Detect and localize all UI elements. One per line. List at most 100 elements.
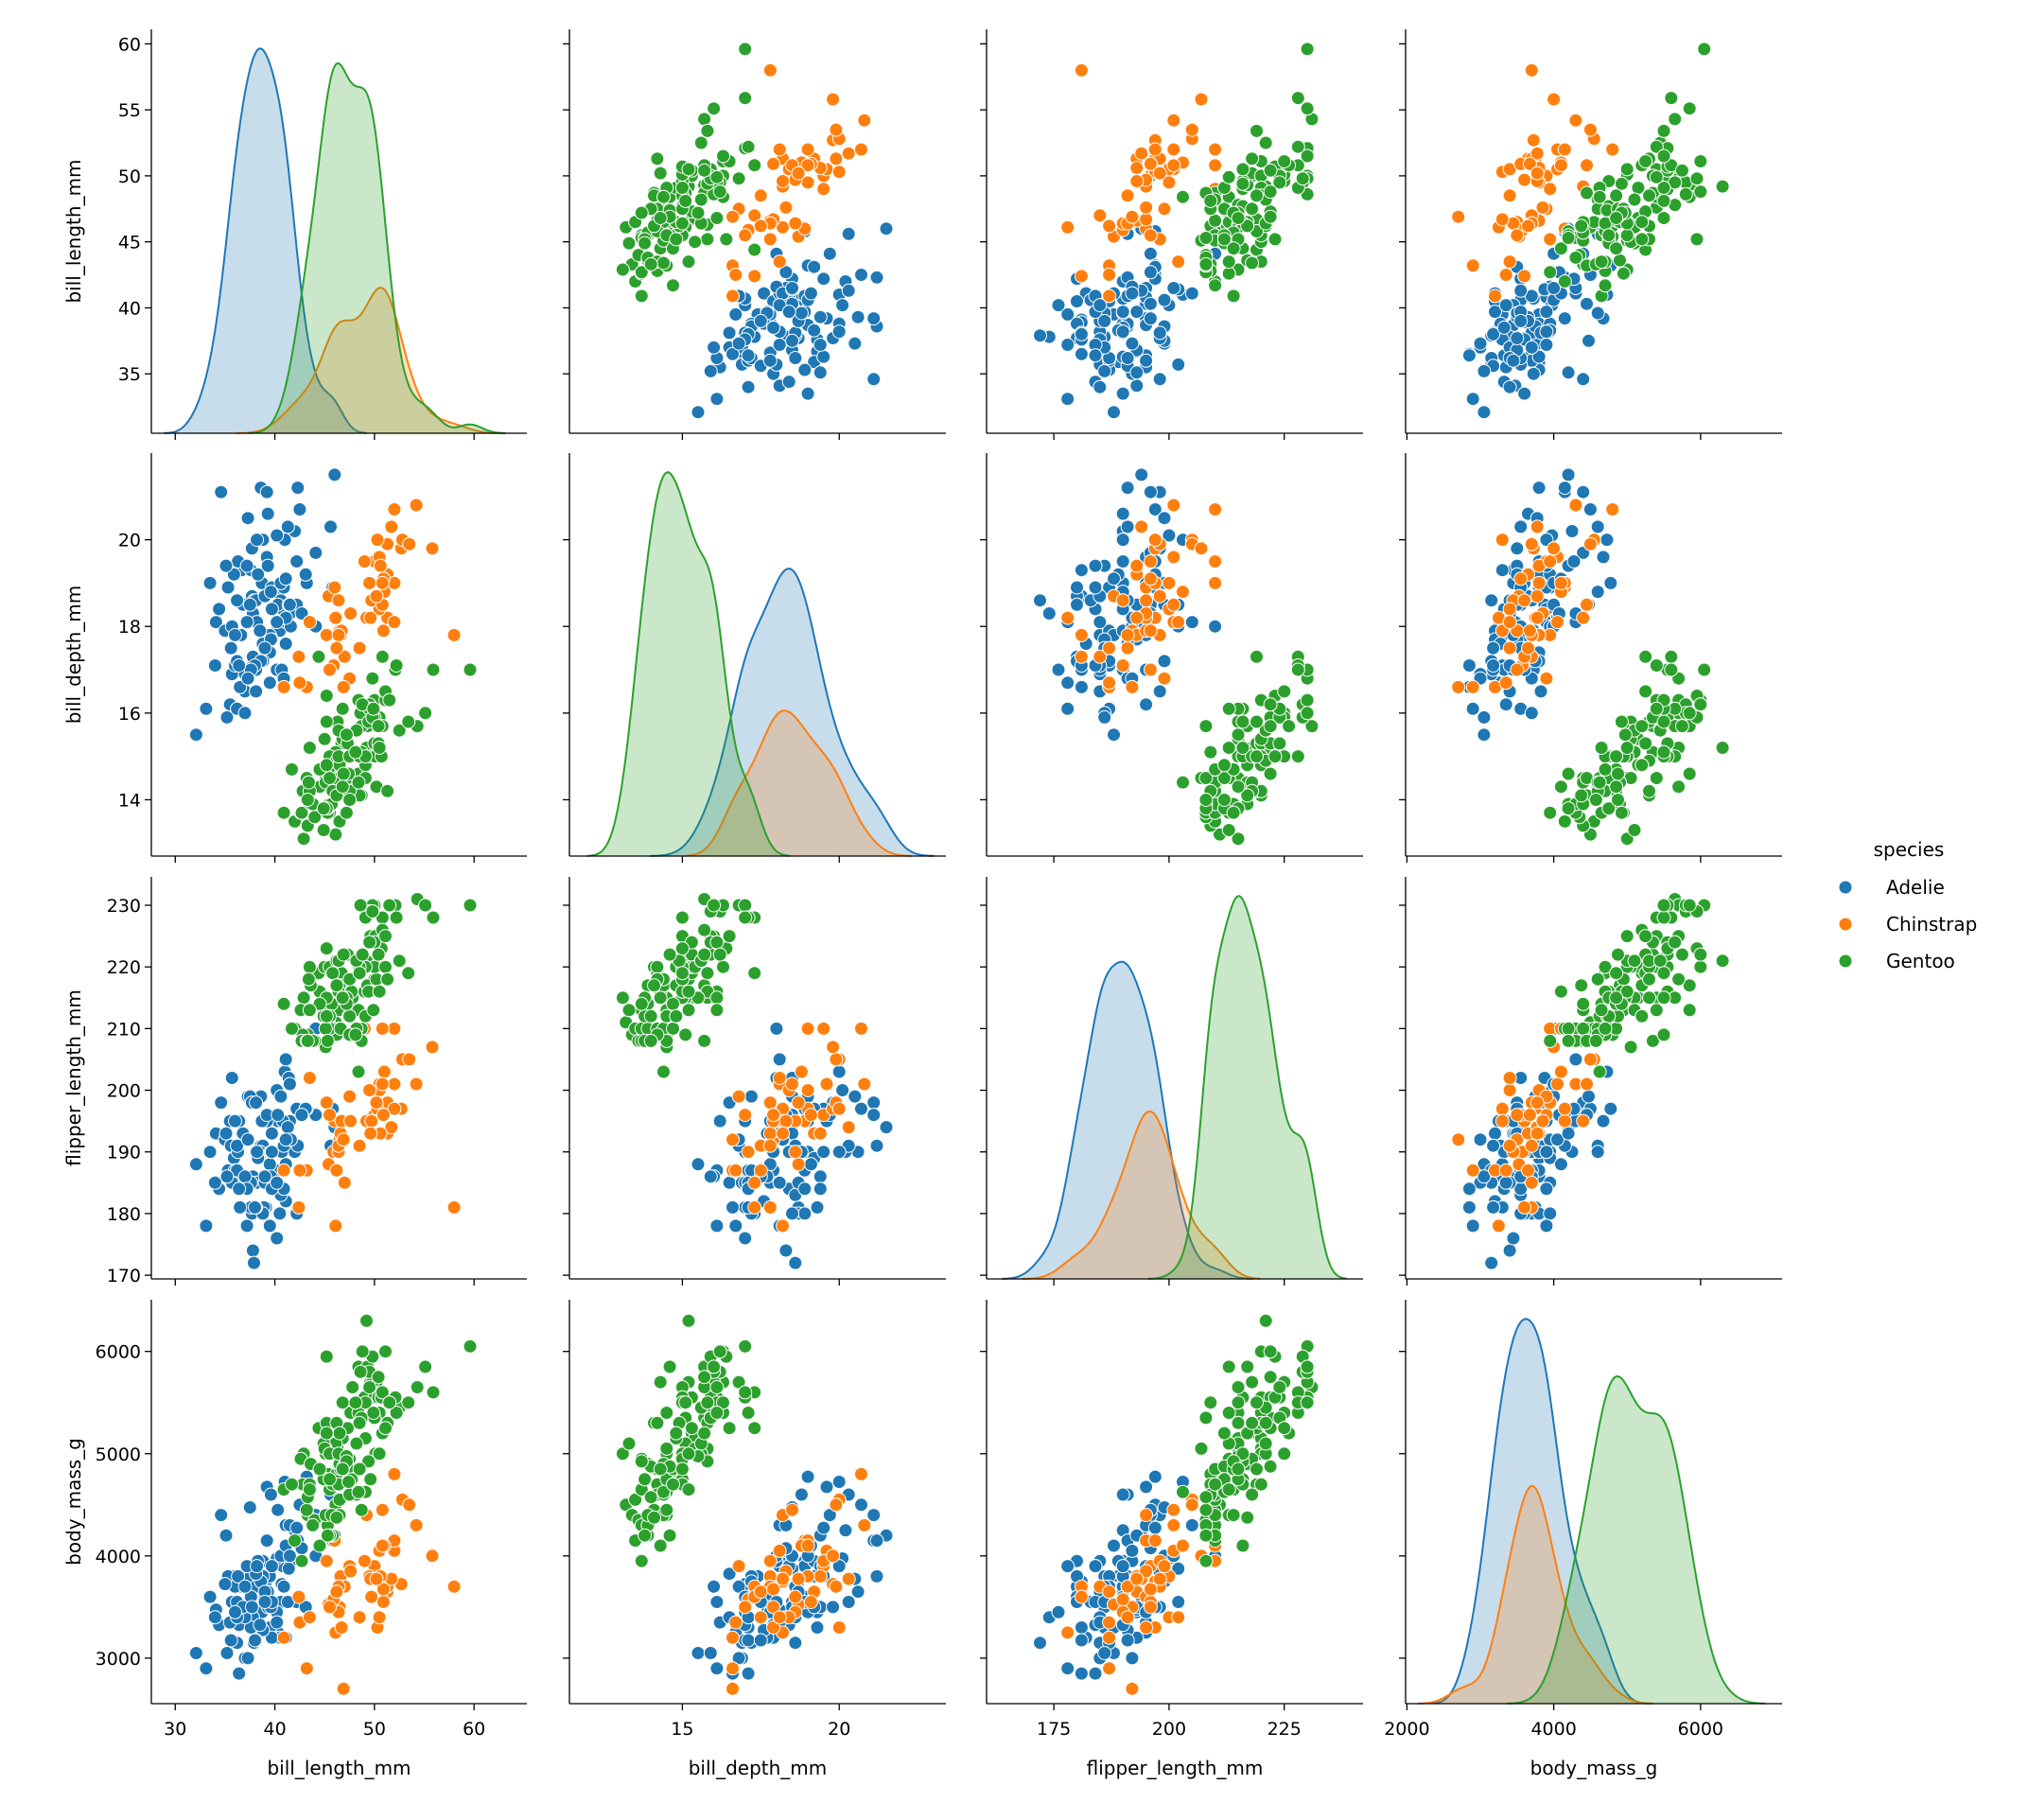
point-chinstrap <box>375 1538 390 1553</box>
point-gentoo <box>1250 649 1264 664</box>
point-adelie <box>260 506 275 521</box>
point-gentoo <box>1715 179 1730 194</box>
point-adelie <box>1120 481 1135 496</box>
point-gentoo <box>316 801 331 816</box>
point-chinstrap <box>726 1681 740 1696</box>
point-chinstrap <box>425 1040 440 1055</box>
point-gentoo <box>1198 231 1214 245</box>
point-adelie <box>810 1199 825 1215</box>
point-adelie <box>1115 305 1130 320</box>
x-tick-label: 40 <box>263 1719 286 1740</box>
point-adelie <box>1093 615 1108 630</box>
point-chinstrap <box>387 1466 402 1481</box>
point-adelie <box>1465 1218 1480 1234</box>
kde-fill-adelie <box>1002 961 1253 1279</box>
panel-body_mass_g-vs-bill_depth_mm: 15 20 <box>563 1300 946 1740</box>
point-chinstrap <box>762 232 778 247</box>
point-adelie <box>219 1169 235 1184</box>
point-gentoo <box>353 898 368 913</box>
point-chinstrap <box>343 1564 358 1579</box>
kde-line-chinstrap <box>1417 1484 1653 1705</box>
y-tick-label: 180 <box>107 1204 141 1225</box>
point-gentoo <box>1645 1033 1660 1048</box>
point-adelie <box>233 1199 248 1215</box>
point-adelie <box>1147 1520 1163 1535</box>
point-adelie <box>1060 306 1075 322</box>
point-adelie <box>1060 1559 1075 1574</box>
point-chinstrap <box>328 610 343 625</box>
point-gentoo <box>1609 211 1624 225</box>
point-adelie <box>1582 1089 1596 1104</box>
point-chinstrap <box>369 1571 384 1586</box>
point-chinstrap <box>1125 679 1140 694</box>
point-gentoo <box>688 235 703 250</box>
legend-item-chinstrap: Chinstrap <box>1838 913 1977 936</box>
point-gentoo <box>426 910 441 925</box>
point-chinstrap <box>1060 610 1075 625</box>
point-adelie <box>797 1206 813 1221</box>
point-gentoo <box>319 1008 334 1024</box>
point-chinstrap <box>319 1553 334 1568</box>
point-gentoo <box>1203 193 1218 208</box>
point-chinstrap <box>328 1218 343 1234</box>
point-adelie <box>1070 580 1084 595</box>
panel-flipper_length_mm-vs-body_mass_g <box>1399 877 1782 1286</box>
point-gentoo <box>345 1380 360 1394</box>
panel-bill_length_mm-vs-bill_depth_mm <box>563 29 946 440</box>
point-gentoo <box>355 1344 370 1359</box>
point-adelie <box>202 1589 218 1604</box>
point-chinstrap <box>1465 679 1480 694</box>
point-adelie <box>1510 541 1525 556</box>
point-chinstrap <box>829 1052 844 1067</box>
point-chinstrap <box>336 1681 351 1696</box>
point-chinstrap <box>331 593 346 608</box>
point-chinstrap <box>384 519 399 534</box>
point-gentoo <box>1198 1410 1214 1426</box>
point-adelie <box>219 1528 234 1543</box>
point-chinstrap <box>369 1095 384 1111</box>
point-adelie <box>1488 1126 1502 1141</box>
point-adelie <box>848 1089 863 1104</box>
point-adelie <box>1465 701 1480 716</box>
point-adelie <box>253 1618 268 1633</box>
point-gentoo <box>1656 714 1671 729</box>
point-adelie <box>1074 563 1089 578</box>
point-gentoo <box>738 1385 753 1400</box>
point-gentoo <box>1635 719 1650 734</box>
point-gentoo <box>615 262 630 277</box>
point-adelie <box>1088 348 1103 363</box>
point-gentoo <box>709 990 725 1006</box>
point-gentoo <box>700 232 715 247</box>
point-chinstrap <box>1134 519 1149 534</box>
point-chinstrap <box>1513 571 1529 586</box>
point-gentoo <box>1176 1484 1190 1499</box>
point-gentoo <box>681 1446 696 1461</box>
point-chinstrap <box>800 1083 815 1097</box>
point-gentoo <box>389 910 404 925</box>
point-gentoo <box>1642 783 1656 798</box>
point-chinstrap <box>1208 158 1223 173</box>
y-tick-label: 230 <box>107 896 141 917</box>
point-gentoo <box>697 112 712 127</box>
point-gentoo <box>366 1406 381 1420</box>
panel-body_mass_g-vs-bill_length_mm: 30 40 50 60 3000 4000 5000 6000 <box>96 1300 527 1740</box>
point-adelie <box>257 1595 272 1609</box>
point-gentoo <box>1693 959 1708 974</box>
point-gentoo <box>362 1380 377 1394</box>
point-chinstrap <box>292 1163 307 1178</box>
point-gentoo <box>1574 788 1589 803</box>
point-gentoo <box>1656 1027 1671 1042</box>
point-chinstrap <box>1530 610 1545 625</box>
point-chinstrap <box>1495 533 1510 548</box>
point-gentoo <box>1682 1003 1697 1018</box>
point-gentoo <box>312 1461 327 1477</box>
point-gentoo <box>339 727 354 743</box>
point-adelie <box>707 1579 722 1594</box>
point-adelie <box>1513 283 1529 298</box>
point-adelie <box>709 1218 725 1234</box>
point-adelie <box>199 1661 214 1676</box>
point-chinstrap <box>387 1021 402 1036</box>
point-gentoo <box>1674 163 1689 178</box>
point-gentoo <box>1594 254 1609 270</box>
point-adelie <box>819 1479 834 1495</box>
